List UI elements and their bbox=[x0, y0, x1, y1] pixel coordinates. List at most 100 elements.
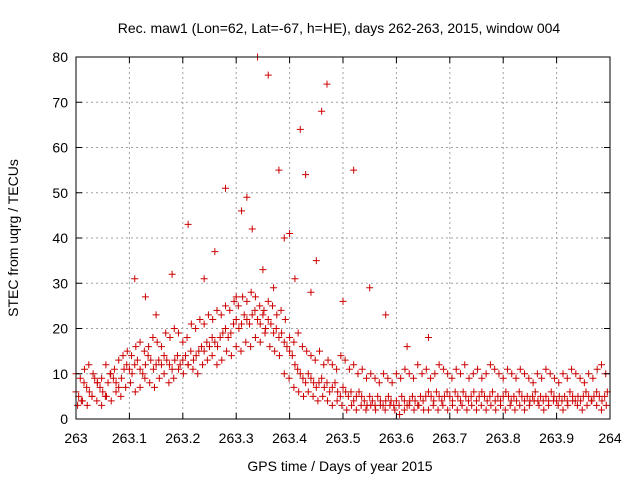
data-point bbox=[294, 329, 302, 337]
data-point bbox=[200, 320, 208, 328]
data-point bbox=[291, 361, 299, 369]
data-point bbox=[140, 347, 148, 355]
data-point bbox=[467, 392, 475, 400]
data-point bbox=[597, 406, 605, 414]
data-point bbox=[83, 401, 91, 409]
data-point bbox=[242, 338, 250, 346]
data-point bbox=[334, 388, 342, 396]
data-point bbox=[486, 361, 494, 369]
data-point bbox=[573, 401, 581, 409]
data-point bbox=[582, 388, 590, 396]
data-point bbox=[251, 293, 259, 301]
data-point bbox=[217, 311, 225, 319]
data-point bbox=[91, 374, 99, 382]
data-point bbox=[311, 356, 319, 364]
data-point bbox=[117, 392, 125, 400]
data-point bbox=[294, 365, 302, 373]
data-point bbox=[350, 361, 358, 369]
data-point bbox=[566, 388, 574, 396]
data-point bbox=[109, 374, 117, 382]
data-point bbox=[283, 343, 291, 351]
y-axis-ticks: 0 10 20 30 40 50 60 70 80 bbox=[52, 49, 610, 427]
data-point bbox=[357, 401, 365, 409]
data-point bbox=[545, 401, 553, 409]
data-point bbox=[189, 365, 197, 373]
data-point bbox=[513, 397, 521, 405]
data-point bbox=[271, 347, 279, 355]
data-point bbox=[593, 388, 601, 396]
data-point bbox=[554, 401, 562, 409]
data-point bbox=[216, 334, 224, 342]
data-point bbox=[530, 397, 538, 405]
data-point bbox=[218, 356, 226, 364]
data-point bbox=[179, 370, 187, 378]
data-point bbox=[371, 374, 379, 382]
data-point bbox=[119, 352, 127, 360]
data-point bbox=[593, 401, 601, 409]
data-point bbox=[576, 374, 584, 382]
data-point bbox=[339, 297, 347, 305]
data-point bbox=[280, 370, 288, 378]
data-point bbox=[141, 361, 149, 369]
data-point bbox=[230, 320, 238, 328]
data-point bbox=[439, 365, 447, 373]
data-point bbox=[559, 406, 567, 414]
data-point bbox=[312, 383, 320, 391]
data-point bbox=[343, 406, 351, 414]
data-point bbox=[405, 370, 413, 378]
data-point bbox=[561, 392, 569, 400]
data-point bbox=[219, 329, 227, 337]
data-point bbox=[290, 338, 298, 346]
data-point bbox=[136, 383, 144, 391]
data-point bbox=[318, 107, 326, 115]
data-point bbox=[181, 352, 189, 360]
data-point bbox=[251, 306, 259, 314]
data-point bbox=[542, 392, 550, 400]
data-point bbox=[290, 383, 298, 391]
data-point bbox=[597, 361, 605, 369]
data-point bbox=[549, 397, 557, 405]
data-point bbox=[302, 171, 310, 179]
data-point bbox=[204, 311, 212, 319]
data-point bbox=[469, 370, 477, 378]
data-point bbox=[153, 338, 161, 346]
data-point bbox=[299, 392, 307, 400]
data-point bbox=[434, 406, 442, 414]
data-point bbox=[224, 334, 232, 342]
data-point bbox=[243, 193, 251, 201]
data-point bbox=[585, 370, 593, 378]
data-point bbox=[175, 365, 183, 373]
data-point bbox=[275, 166, 283, 174]
data-point bbox=[473, 406, 480, 414]
data-point bbox=[375, 379, 383, 387]
data-point bbox=[392, 370, 400, 378]
data-point bbox=[319, 392, 327, 400]
data-point bbox=[529, 392, 537, 400]
data-point bbox=[529, 379, 537, 387]
data-point bbox=[149, 365, 157, 373]
data-point bbox=[486, 392, 494, 400]
data-point bbox=[468, 401, 476, 409]
data-point bbox=[401, 365, 409, 373]
chart-title: Rec. maw1 (Lon=62, Lat=-67, h=HE), days … bbox=[118, 20, 561, 36]
data-point bbox=[602, 401, 610, 409]
data-point bbox=[117, 374, 125, 382]
y-axis-label: STEC from uqrg / TECUs bbox=[5, 159, 21, 317]
data-point bbox=[487, 401, 495, 409]
data-point bbox=[291, 275, 299, 283]
data-point bbox=[165, 379, 173, 387]
data-point bbox=[96, 383, 104, 391]
data-point bbox=[264, 315, 272, 323]
data-point bbox=[243, 297, 251, 305]
data-point bbox=[521, 406, 529, 414]
data-point bbox=[497, 401, 505, 409]
data-point bbox=[196, 315, 204, 323]
y-tick-label: 50 bbox=[52, 185, 68, 201]
data-point bbox=[247, 288, 255, 296]
data-point bbox=[286, 334, 294, 342]
data-point bbox=[213, 306, 221, 314]
data-point bbox=[360, 397, 368, 405]
data-point bbox=[542, 365, 550, 373]
data-point bbox=[83, 383, 91, 391]
x-tick-label: 264 bbox=[598, 430, 622, 446]
